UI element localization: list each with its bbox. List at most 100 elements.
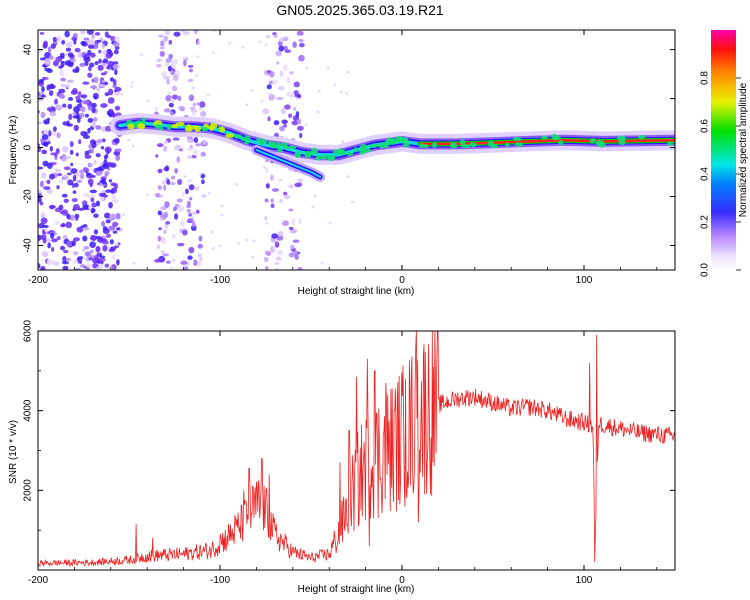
spectrogram-noise-speck	[284, 49, 292, 53]
spectrogram-noise-speck	[281, 119, 288, 125]
spectrogram-noise-speck	[79, 169, 85, 174]
spectrogram-noise-speck	[89, 241, 96, 248]
spectrogram-noise-speck	[179, 148, 184, 152]
spectrogram-noise-speck	[317, 89, 321, 92]
spectrogram-noise-speck	[62, 235, 68, 239]
spectrogram-noise-speck	[278, 45, 285, 52]
spectrogram-noise-speck	[42, 160, 49, 167]
spectrogram-noise-speck	[98, 49, 102, 54]
spectrogram-noise-speck	[288, 113, 293, 118]
spectrogram-noise-speck	[163, 229, 167, 234]
spectrogram-noise-speck	[38, 263, 41, 269]
spectrogram-noise-speck	[163, 140, 169, 144]
spectrogram-noise-speck	[158, 227, 162, 231]
spectrogram-noise-speck	[88, 163, 94, 168]
snr-plot-frame	[37, 330, 676, 571]
spectrogram-noise-speck	[183, 175, 187, 178]
ridge-blob	[667, 141, 674, 146]
snr-axis-ticks: -200 -100 0 100 2000 4000 6000	[23, 319, 675, 586]
spectrogram-noise-speck	[73, 38, 77, 45]
spectrogram-noise-speck	[76, 179, 83, 183]
ridge-blob	[288, 145, 297, 150]
spectrogram-noise-speck	[274, 261, 280, 265]
spectrogram-noise-speck	[188, 94, 195, 102]
spectrogram-noise-speck	[68, 97, 74, 101]
spectrogram-noise-speck	[290, 244, 295, 250]
spectrogram-noise-speck	[98, 257, 106, 263]
spectrogram-noise-speck	[72, 190, 77, 194]
spectrogram-noise-speck	[197, 253, 202, 258]
spectrogram-noise-speck	[196, 102, 201, 106]
spectrogram-noise-speck	[187, 155, 193, 160]
spectrogram-noise-speck	[268, 94, 275, 101]
spectrogram-noise-speck	[70, 168, 78, 174]
spectrogram-noise-speck	[70, 90, 78, 95]
spectrogram-noise-speck	[168, 39, 173, 45]
spectrogram-noise-speck	[269, 174, 274, 181]
spectrogram-noise-speck	[70, 58, 77, 63]
spectrogram-noise-speck	[297, 266, 303, 270]
spectrogram-noise-speck	[288, 208, 294, 212]
spectrogram-noise-speck	[60, 77, 66, 82]
ridge-blob	[270, 143, 276, 149]
spectrogram-noise-speck	[157, 185, 162, 191]
spectrogram-noise-speck	[289, 71, 294, 75]
spectrogram-noise-speck	[110, 182, 117, 187]
ridge-blob	[360, 143, 368, 150]
spectrogram-noise-speck	[93, 213, 99, 218]
spectrogram-noise-speck	[42, 57, 46, 61]
ridge-blob	[359, 148, 366, 155]
spectrogram-noise-speck	[297, 125, 304, 131]
spectrogram-x-tick-label: -100	[210, 275, 230, 286]
spectrogram-noise-speck	[156, 143, 164, 148]
colorbar-tick-label: 0.4	[700, 167, 711, 181]
spectrogram-noise-speck	[298, 39, 304, 43]
ridge-blob	[240, 136, 245, 142]
spectrogram-noise-speck	[73, 106, 80, 113]
spectrogram-noise-speck	[296, 118, 302, 125]
spectrogram-noise-speck	[79, 112, 85, 118]
spectrogram-noise-speck	[266, 84, 272, 90]
spectrogram-noise-speck	[131, 145, 135, 148]
spectrogram-noise-speck	[241, 46, 245, 49]
spectrogram-noise-speck	[112, 80, 117, 86]
spectrogram-noise-speck	[72, 237, 81, 242]
spectrogram-noise-speck	[160, 250, 165, 254]
spectrogram-noise-speck	[86, 39, 95, 46]
spectrogram-noise-speck	[92, 92, 99, 100]
spectrogram-noise-speck	[270, 198, 274, 204]
spectrogram-noise-speck	[54, 220, 60, 226]
colorbar: 0.0 0.2 0.4 0.6 0.8 Normalized spectral ampl…	[700, 30, 749, 277]
spectrogram-noise-speck	[293, 81, 300, 88]
spectrogram-noise-speck	[156, 244, 160, 250]
spectrogram-noise-speck	[160, 213, 167, 220]
spectrogram-noise-speck	[80, 94, 87, 98]
spectrogram-noise-speck	[89, 189, 97, 194]
spectrogram-noise-speck	[95, 266, 101, 270]
spectrogram-noise-speck	[169, 266, 174, 270]
ridge-blob	[141, 117, 146, 124]
spectrogram-noise-speck	[57, 35, 62, 41]
spectrogram-noise-speck	[53, 161, 57, 165]
spectrogram-noise-speck	[313, 194, 317, 198]
spectrogram-noise-speck	[75, 98, 83, 103]
spectrogram-noise-speck	[60, 60, 65, 68]
spectrogram-noise-speck	[171, 94, 178, 100]
ridge-blob	[399, 137, 408, 143]
spectrogram-noise-speck	[288, 184, 294, 189]
spectrogram-noise-speck	[276, 96, 284, 101]
spectrogram-noise-speck	[172, 74, 179, 81]
ridge-blob	[137, 122, 145, 130]
spectrogram-noise-speck	[159, 46, 165, 50]
spectrogram-noise-speck	[105, 219, 111, 224]
spectrogram-noise-speck	[82, 168, 90, 171]
spectrogram-noise-speck	[114, 86, 122, 92]
spectrogram-noise-speck	[267, 116, 271, 122]
spectrogram-noise-speck	[114, 91, 121, 96]
spectrogram-noise-speck	[265, 183, 270, 189]
spectrogram-noise-speck	[90, 85, 98, 89]
spectrogram-noise-speck	[159, 50, 165, 57]
spectrogram-noise-speck	[104, 92, 110, 97]
spectrogram-noise-speck	[69, 214, 75, 221]
spectrogram-noise-speck	[82, 100, 90, 105]
